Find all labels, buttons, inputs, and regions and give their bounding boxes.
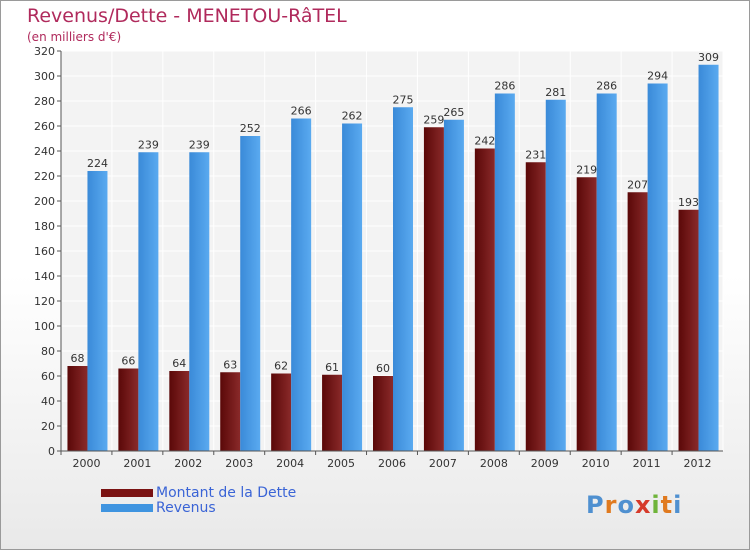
data-label-dette: 259 (423, 113, 444, 126)
bar-dette (118, 368, 139, 451)
data-label-revenus: 286 (596, 80, 617, 93)
bar-dette (576, 177, 597, 451)
y-tick-label: 20 (41, 420, 55, 433)
bar-revenus (393, 107, 413, 451)
y-tick-label: 160 (34, 245, 55, 258)
logo-letter: x (634, 491, 652, 519)
bar-revenus (698, 64, 719, 451)
logo-letter: P (586, 491, 605, 519)
data-label-revenus: 252 (240, 122, 261, 135)
bar-revenus (342, 123, 363, 451)
x-tick-label: 2009 (531, 457, 559, 470)
bar-dette (423, 127, 444, 451)
data-label-revenus: 239 (138, 138, 159, 151)
proxiti-logo: Proxiti (586, 491, 682, 519)
legend-swatch-revenus (101, 504, 153, 512)
data-label-dette: 193 (678, 196, 699, 209)
bar-revenus (545, 99, 566, 451)
y-tick-label: 260 (34, 120, 55, 133)
bar-revenus (291, 118, 312, 451)
legend-label-revenus: Revenus (156, 500, 216, 516)
bar-dette (678, 209, 699, 451)
data-label-revenus: 294 (647, 70, 668, 83)
x-tick-label: 2001 (123, 457, 151, 470)
x-tick-label: 2008 (480, 457, 508, 470)
data-label-dette: 219 (576, 163, 597, 176)
data-label-dette: 68 (70, 352, 84, 365)
legend-label-dette: Montant de la Dette (156, 485, 297, 501)
y-tick-label: 220 (34, 170, 55, 183)
data-label-revenus: 286 (494, 80, 515, 93)
y-tick-label: 240 (34, 145, 55, 158)
y-tick-label: 60 (41, 370, 55, 383)
data-label-dette: 66 (121, 355, 135, 368)
bar-dette (627, 192, 648, 451)
x-tick-label: 2000 (72, 457, 100, 470)
y-tick-label: 80 (41, 345, 55, 358)
data-label-revenus: 266 (291, 105, 312, 118)
x-tick-label: 2002 (174, 457, 202, 470)
x-tick-label: 2007 (429, 457, 457, 470)
data-label-revenus: 281 (545, 86, 566, 99)
data-label-revenus: 262 (342, 110, 363, 123)
data-label-revenus: 239 (189, 138, 210, 151)
bar-dette (220, 372, 241, 451)
chart-subtitle: (en milliers d'€) (27, 30, 122, 44)
x-tick-label: 2012 (684, 457, 712, 470)
chart-title: Revenus/Dette - MENETOU-RâTEL (27, 5, 347, 27)
x-tick-label: 2003 (225, 457, 253, 470)
y-tick-label: 0 (48, 445, 55, 458)
bar-revenus (443, 119, 464, 451)
y-tick-label: 300 (34, 70, 55, 83)
x-tick-label: 2006 (378, 457, 406, 470)
x-tick-label: 2010 (582, 457, 610, 470)
bar-dette (373, 376, 393, 451)
bar-revenus (138, 152, 159, 451)
bar-dette (474, 148, 495, 451)
data-label-dette: 61 (325, 361, 339, 374)
y-tick-label: 280 (34, 95, 55, 108)
bar-revenus (494, 93, 515, 451)
bar-revenus (596, 93, 617, 451)
data-label-revenus: 224 (87, 157, 108, 170)
y-tick-label: 100 (34, 320, 55, 333)
data-label-dette: 242 (474, 135, 495, 148)
data-label-revenus: 265 (443, 106, 464, 119)
x-tick-label: 2011 (633, 457, 661, 470)
data-label-dette: 63 (223, 358, 237, 371)
bar-revenus (87, 171, 108, 451)
y-tick-label: 40 (41, 395, 55, 408)
bar-revenus (647, 83, 668, 451)
x-tick-label: 2004 (276, 457, 304, 470)
bar-dette (271, 373, 292, 451)
logo-letter: r (604, 491, 618, 519)
y-tick-label: 320 (34, 45, 55, 58)
logo-letter: o (617, 491, 635, 519)
data-label-dette: 231 (525, 148, 546, 161)
bar-dette (525, 162, 546, 451)
bar-revenus (240, 136, 261, 451)
logo-letter: i (651, 491, 661, 519)
y-tick-label: 180 (34, 220, 55, 233)
logo-letter: t (660, 491, 674, 519)
bar-dette (67, 366, 88, 451)
data-label-dette: 62 (274, 360, 288, 373)
data-label-dette: 207 (627, 178, 648, 191)
bar-dette (169, 371, 190, 451)
legend-swatch-dette (101, 489, 153, 497)
y-tick-label: 140 (34, 270, 55, 283)
data-label-dette: 64 (172, 357, 186, 370)
bar-dette (322, 374, 343, 451)
logo-letter: i (673, 491, 683, 519)
y-tick-label: 120 (34, 295, 55, 308)
data-label-revenus: 309 (698, 51, 719, 64)
y-tick-label: 200 (34, 195, 55, 208)
x-tick-label: 2005 (327, 457, 355, 470)
data-label-revenus: 275 (393, 93, 414, 106)
bar-revenus (189, 152, 210, 451)
data-label-dette: 60 (376, 362, 390, 375)
